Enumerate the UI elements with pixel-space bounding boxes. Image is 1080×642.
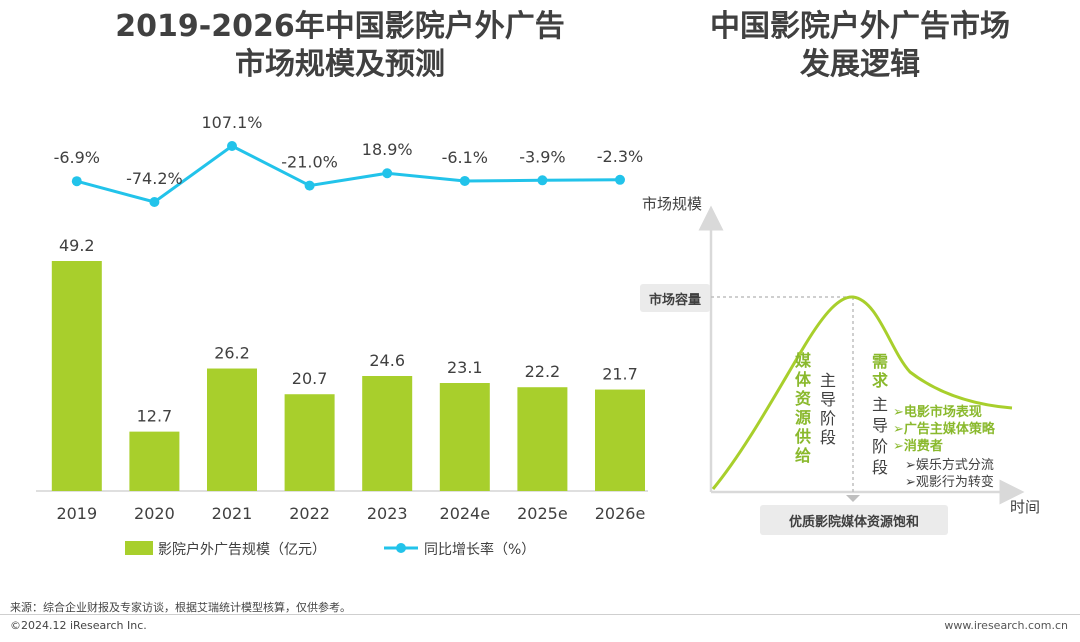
capacity-label: 市场容量 — [649, 292, 701, 308]
growth-label: 107.1% — [201, 113, 262, 132]
phase2-lead-char: 段 — [872, 458, 888, 477]
demand-factor: ➢广告主媒体策略 — [893, 421, 996, 437]
growth-point — [304, 180, 315, 191]
bar-label: 22.2 — [525, 362, 561, 381]
legend-line-label: 同比增长率（%） — [424, 541, 535, 558]
phase2-demand-char: 需 — [872, 352, 888, 371]
demand-factor: ➢电影市场表现 — [893, 404, 982, 420]
consumer-factor: ➢观影行为转变 — [905, 474, 994, 490]
phase1-lead-char: 导 — [820, 390, 836, 409]
demand-factor: ➢消费者 — [893, 438, 943, 454]
bar-label: 20.7 — [292, 369, 328, 388]
growth-point — [615, 174, 625, 185]
phase2-demand-char: 求 — [872, 371, 889, 390]
phase1-supply-char: 供 — [794, 427, 811, 446]
growth-point — [459, 175, 470, 186]
x-tick-label: 2026e — [595, 504, 646, 523]
phase1-lead-char: 主 — [820, 371, 836, 390]
left-chart-title: 2019-2026年中国影院户外广告 市场规模及预测 — [40, 8, 640, 84]
bar — [439, 383, 490, 491]
phase1-supply-char: 给 — [795, 446, 811, 465]
phase1-supply-char: 体 — [795, 370, 812, 389]
phase1-supply-char: 源 — [795, 408, 811, 427]
bar — [207, 368, 257, 491]
phase2-lead-char: 主 — [872, 395, 888, 414]
phase1-lead-char: 段 — [820, 428, 836, 447]
growth-label: 18.9% — [362, 140, 413, 159]
x-tick-label: 2020 — [134, 504, 175, 523]
bar-label: 23.1 — [447, 358, 483, 377]
footer-url[interactable]: www.iresearch.com.cn — [944, 619, 1068, 632]
growth-point — [227, 141, 237, 151]
x-tick-label: 2025e — [517, 504, 568, 523]
chart-legend: 影院户外广告规模（亿元） 同比增长率（%） — [125, 541, 535, 558]
legend-line-marker — [396, 543, 406, 553]
growth-label: -6.1% — [442, 148, 488, 167]
bar — [517, 387, 568, 491]
bar-label: 49.2 — [59, 236, 95, 255]
growth-label: -74.2% — [126, 169, 183, 188]
phase-text-group: 媒体资源供给主导阶段需求主导阶段➢电影市场表现➢广告主媒体策略➢消费者➢娱乐方式… — [794, 351, 996, 490]
market-curve — [711, 295, 1013, 490]
left-title-line1: 2019-2026年中国影院户外广告 — [115, 9, 565, 44]
legend-bar-label: 影院户外广告规模（亿元） — [158, 541, 326, 558]
growth-point — [537, 175, 548, 186]
bar-label: 21.7 — [602, 365, 638, 384]
x-tick-label: 2021 — [212, 504, 253, 523]
saturation-label-box — [760, 505, 948, 535]
growth-label: -2.3% — [597, 147, 643, 166]
right-title-line2: 发展逻辑 — [800, 47, 920, 82]
right-title-line1: 中国影院户外广告市场 — [710, 9, 1010, 44]
bar — [284, 394, 335, 491]
growth-point — [382, 168, 393, 179]
consumer-factor: ➢娱乐方式分流 — [905, 457, 994, 473]
footer-source: 来源：综合企业财报及专家访谈，根据艾瑞统计模型核算，仅供参考。 — [10, 601, 351, 614]
bar-label: 12.7 — [137, 407, 173, 426]
saturation-marker-icon — [846, 495, 860, 502]
x-tick-label: 2024e — [440, 504, 491, 523]
phase2-lead-char: 阶 — [872, 437, 888, 456]
x-tick-label: 2019 — [56, 504, 97, 523]
phase1-supply-char: 媒 — [795, 351, 812, 370]
bar — [51, 261, 102, 491]
growth-label: -6.9% — [54, 148, 100, 167]
growth-label: -3.9% — [519, 147, 565, 166]
left-title-line2: 市场规模及预测 — [235, 47, 445, 82]
capacity-label-box — [640, 284, 710, 312]
x-tick-label: 2023 — [367, 504, 408, 523]
footer-divider — [0, 614, 1080, 615]
bar — [362, 376, 413, 491]
phase1-lead-char: 阶 — [820, 409, 836, 428]
x-axis-label: 时间 — [1010, 498, 1040, 516]
growth-line — [76, 144, 621, 204]
growth-point — [149, 197, 160, 207]
phase2-lead-char: 导 — [872, 416, 888, 435]
x-tick-label: 2022 — [289, 504, 330, 523]
bar — [595, 389, 645, 491]
saturation-label: 优质影院媒体资源饱和 — [789, 514, 919, 530]
right-diagram-title: 中国影院户外广告市场 发展逻辑 — [660, 8, 1060, 84]
legend-bar-swatch — [125, 541, 153, 555]
bar — [129, 431, 180, 491]
bar-label: 24.6 — [369, 351, 405, 370]
growth-label: -21.0% — [281, 153, 338, 172]
bar-label: 26.2 — [214, 344, 250, 363]
y-axis-label: 市场规模 — [642, 195, 702, 213]
footer-copyright: ©2024.12 iResearch Inc. — [10, 619, 147, 632]
growth-point — [71, 176, 82, 187]
phase1-supply-char: 资 — [795, 389, 811, 408]
